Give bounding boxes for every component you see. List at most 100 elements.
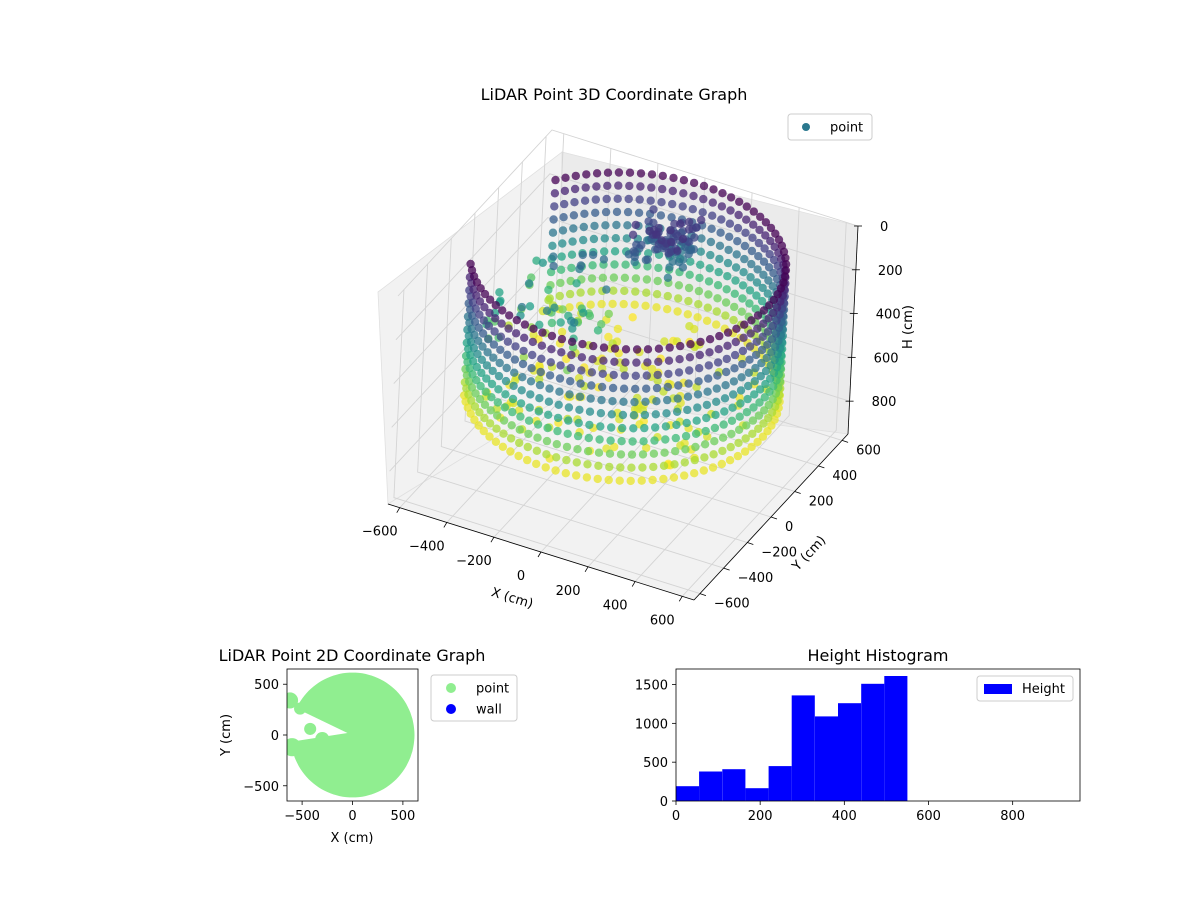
ticks-2d: −500 −500 0 0 500 500 xyxy=(243,678,415,824)
point-3d xyxy=(573,445,582,454)
point-3d xyxy=(606,436,615,445)
point-3d xyxy=(604,475,613,485)
point-3d xyxy=(508,394,518,404)
point-3d xyxy=(498,306,507,315)
point-3d xyxy=(567,350,576,360)
point-3d xyxy=(748,416,758,425)
point-3d xyxy=(769,268,778,278)
point-3d xyxy=(612,207,622,217)
point-3d xyxy=(726,206,735,215)
point-3d xyxy=(543,423,552,433)
point-3d xyxy=(471,389,480,398)
point-3d xyxy=(698,208,707,217)
point-3d xyxy=(695,273,704,283)
point-3d xyxy=(758,332,767,341)
point-3d xyxy=(731,263,741,272)
point-3d xyxy=(586,394,595,403)
point-3d xyxy=(747,442,756,452)
point-3d xyxy=(731,337,740,347)
point-3d xyxy=(679,189,688,198)
point-2d xyxy=(287,738,302,757)
point-3d xyxy=(619,364,628,373)
chart-3d-title: LiDAR Point 3D Coordinate Graph xyxy=(481,85,748,104)
point-3d xyxy=(477,355,487,364)
point-3d xyxy=(735,412,744,421)
point-3d xyxy=(766,236,775,246)
point-3d xyxy=(696,247,705,256)
point-3d xyxy=(597,395,606,405)
point-3d xyxy=(480,303,489,312)
point-3d xyxy=(742,215,751,224)
point-3d xyxy=(752,291,761,300)
point-3d xyxy=(547,318,557,328)
point-3d xyxy=(514,451,523,461)
point-3d xyxy=(620,371,629,380)
point-3d xyxy=(737,373,746,382)
y-tick-label-2d: −500 xyxy=(243,780,279,795)
point-3d xyxy=(704,374,713,383)
point-3d xyxy=(599,255,609,264)
point-3d xyxy=(758,432,768,441)
point-3d xyxy=(636,182,645,191)
point-3d xyxy=(743,394,752,404)
x-tick-label-2d: 0 xyxy=(348,809,356,824)
point-3d xyxy=(534,407,543,416)
point-3d xyxy=(679,176,689,185)
point-3d xyxy=(754,238,764,248)
point-3d xyxy=(592,169,602,178)
point-3d xyxy=(562,442,572,452)
point-3d xyxy=(637,240,646,250)
x-tick-label-3d: 400 xyxy=(603,599,628,614)
point-3d xyxy=(589,234,599,244)
point-3d xyxy=(691,429,701,438)
point-3d xyxy=(689,191,698,201)
point-3d xyxy=(712,307,721,316)
point-3d xyxy=(631,274,641,283)
point-3d xyxy=(752,337,761,346)
point-3d xyxy=(704,277,714,286)
point-3d xyxy=(581,183,590,192)
point-3d xyxy=(555,374,565,383)
point-3d xyxy=(664,369,673,379)
point-3d xyxy=(685,237,694,247)
point-3d xyxy=(558,239,567,248)
point-3d xyxy=(599,343,609,352)
point-3d xyxy=(594,461,603,470)
point-3d xyxy=(642,371,651,380)
point-3d xyxy=(670,219,679,229)
point-3d xyxy=(480,400,490,409)
point-3d xyxy=(556,318,565,327)
point-3d xyxy=(491,314,500,323)
point-3d xyxy=(474,336,483,345)
point-3d xyxy=(577,366,586,375)
point-3d xyxy=(757,345,767,355)
point-3d xyxy=(702,413,711,423)
point-3d xyxy=(629,411,639,420)
point-3d xyxy=(631,371,640,380)
point-3d xyxy=(576,261,586,270)
point-3d xyxy=(695,364,704,373)
point-3d xyxy=(763,340,772,349)
point-3d xyxy=(746,273,755,282)
point-3d xyxy=(542,450,551,459)
point-3d xyxy=(478,342,487,351)
point-3d xyxy=(725,232,734,241)
point-3d xyxy=(712,320,721,329)
point-3d xyxy=(483,348,492,357)
point-3d xyxy=(658,171,667,181)
point-3d xyxy=(538,328,547,337)
point-3d xyxy=(558,305,567,314)
point-3d xyxy=(696,337,705,347)
histogram-title: Height Histogram xyxy=(808,646,949,665)
point-3d xyxy=(542,436,552,446)
point-3d xyxy=(628,313,637,322)
point-3d xyxy=(703,303,712,312)
point-3d xyxy=(596,409,606,418)
point-3d xyxy=(653,245,662,254)
point-3d xyxy=(588,355,597,364)
point-3d xyxy=(565,390,574,399)
point-3d xyxy=(542,306,552,315)
point-3d xyxy=(754,252,763,261)
point-3d xyxy=(535,394,544,403)
point-3d xyxy=(730,289,739,298)
